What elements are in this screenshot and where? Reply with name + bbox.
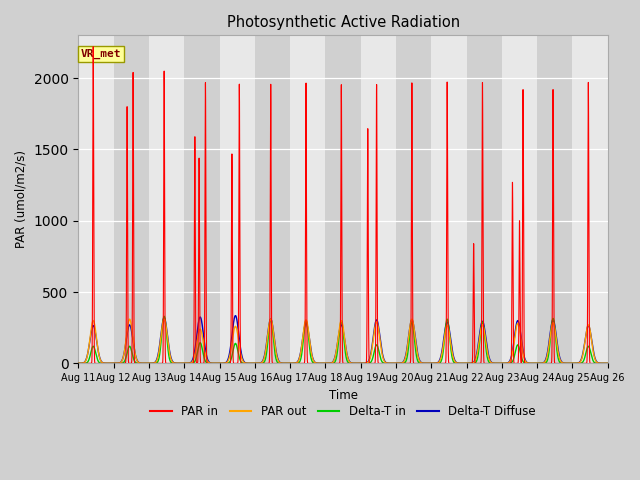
Y-axis label: PAR (umol/m2/s): PAR (umol/m2/s)	[15, 150, 28, 248]
Title: Photosynthetic Active Radiation: Photosynthetic Active Radiation	[227, 15, 460, 30]
X-axis label: Time: Time	[328, 389, 358, 402]
Legend: PAR in, PAR out, Delta-T in, Delta-T Diffuse: PAR in, PAR out, Delta-T in, Delta-T Dif…	[146, 401, 540, 423]
Bar	[114, 36, 149, 363]
Bar	[184, 36, 220, 363]
Bar	[467, 36, 502, 363]
Bar	[255, 36, 290, 363]
Text: VR_met: VR_met	[81, 48, 122, 59]
Bar	[325, 36, 361, 363]
Bar	[537, 36, 572, 363]
Bar	[396, 36, 431, 363]
